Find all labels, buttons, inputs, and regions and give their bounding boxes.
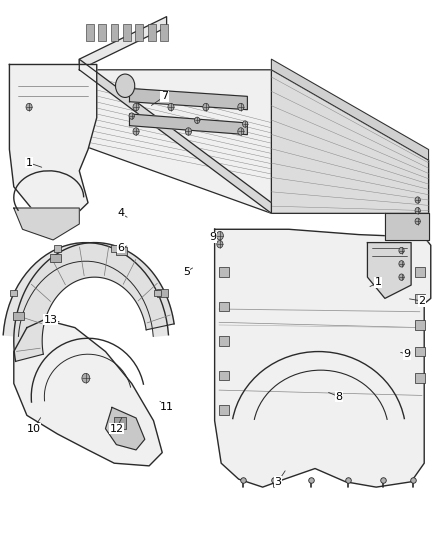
Text: 1: 1 bbox=[375, 278, 382, 287]
Polygon shape bbox=[130, 88, 247, 110]
Circle shape bbox=[216, 231, 223, 240]
Text: 5: 5 bbox=[183, 267, 190, 277]
Bar bbox=[160, 23, 168, 41]
Text: 2: 2 bbox=[418, 296, 426, 306]
Bar bbox=[123, 23, 131, 41]
Bar bbox=[415, 267, 425, 277]
Circle shape bbox=[217, 240, 223, 248]
Polygon shape bbox=[130, 114, 247, 135]
Bar bbox=[114, 417, 127, 429]
Polygon shape bbox=[14, 320, 162, 466]
Bar bbox=[415, 320, 425, 330]
Text: 3: 3 bbox=[275, 477, 282, 487]
Polygon shape bbox=[79, 59, 272, 213]
Circle shape bbox=[399, 261, 404, 267]
Circle shape bbox=[185, 128, 191, 135]
Bar bbox=[14, 312, 24, 320]
Bar bbox=[110, 23, 118, 41]
Polygon shape bbox=[215, 229, 431, 487]
Bar bbox=[219, 370, 229, 380]
Polygon shape bbox=[106, 407, 145, 450]
Polygon shape bbox=[10, 64, 97, 224]
Text: 13: 13 bbox=[44, 314, 58, 325]
Bar bbox=[98, 23, 106, 41]
Circle shape bbox=[399, 247, 404, 254]
Text: 11: 11 bbox=[159, 402, 173, 413]
Polygon shape bbox=[385, 213, 428, 240]
Circle shape bbox=[26, 103, 32, 111]
Bar bbox=[415, 347, 425, 357]
Text: 4: 4 bbox=[117, 208, 124, 219]
Circle shape bbox=[168, 103, 174, 111]
Bar bbox=[11, 290, 18, 296]
Polygon shape bbox=[14, 208, 79, 240]
Bar bbox=[50, 254, 60, 262]
Circle shape bbox=[415, 207, 420, 214]
Circle shape bbox=[415, 218, 420, 224]
Circle shape bbox=[238, 128, 244, 135]
Bar bbox=[415, 373, 425, 383]
Circle shape bbox=[399, 274, 404, 280]
Circle shape bbox=[203, 103, 209, 111]
Polygon shape bbox=[79, 70, 428, 213]
Circle shape bbox=[243, 121, 248, 127]
Polygon shape bbox=[272, 59, 428, 160]
Bar bbox=[157, 289, 168, 297]
Bar bbox=[154, 290, 161, 296]
Circle shape bbox=[415, 197, 420, 203]
Bar bbox=[54, 246, 61, 252]
Bar bbox=[415, 294, 425, 303]
Circle shape bbox=[133, 128, 139, 135]
Circle shape bbox=[116, 74, 135, 98]
Polygon shape bbox=[272, 70, 428, 213]
Polygon shape bbox=[3, 243, 169, 336]
Polygon shape bbox=[14, 243, 174, 361]
Circle shape bbox=[194, 117, 200, 124]
Bar bbox=[111, 246, 118, 252]
Text: 10: 10 bbox=[26, 424, 40, 434]
Text: 9: 9 bbox=[209, 232, 216, 243]
Text: 7: 7 bbox=[161, 91, 168, 101]
Circle shape bbox=[129, 113, 134, 119]
Circle shape bbox=[82, 373, 90, 383]
Text: 9: 9 bbox=[403, 349, 410, 359]
Text: 1: 1 bbox=[25, 158, 32, 168]
Circle shape bbox=[133, 103, 139, 111]
Bar bbox=[219, 302, 229, 311]
Bar bbox=[219, 336, 229, 346]
Bar bbox=[148, 23, 155, 41]
Bar bbox=[116, 247, 127, 255]
Text: 8: 8 bbox=[336, 392, 343, 402]
Bar bbox=[135, 23, 143, 41]
Text: 12: 12 bbox=[110, 424, 124, 434]
Text: 6: 6 bbox=[117, 243, 124, 253]
Bar bbox=[219, 405, 229, 415]
Polygon shape bbox=[367, 243, 411, 298]
Bar bbox=[86, 23, 94, 41]
Polygon shape bbox=[79, 17, 166, 70]
Circle shape bbox=[238, 103, 244, 111]
Bar bbox=[219, 267, 229, 277]
